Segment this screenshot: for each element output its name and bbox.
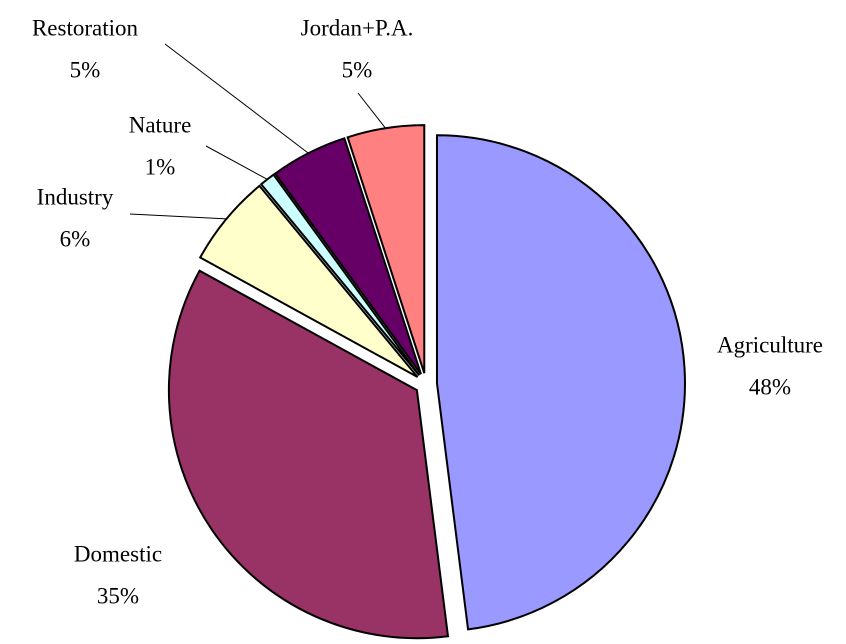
slice-value-label: 35% xyxy=(97,583,139,608)
slice-label: Restoration xyxy=(32,15,139,40)
slice-label: Agriculture xyxy=(717,332,823,357)
slice-value-label: 5% xyxy=(342,57,373,82)
slice-label: Jordan+P.A. xyxy=(301,15,414,40)
leader-line xyxy=(357,92,386,129)
slice-value-label: 5% xyxy=(70,57,101,82)
leader-line xyxy=(129,213,227,220)
slice-value-label: 48% xyxy=(749,374,791,399)
pie-slice xyxy=(435,134,686,631)
slice-value-label: 1% xyxy=(145,154,176,179)
slice-value-label: 6% xyxy=(60,226,91,251)
pie-slice xyxy=(167,269,450,640)
slice-label: Nature xyxy=(129,112,192,137)
leader-line xyxy=(164,43,309,154)
leader-line xyxy=(205,145,268,180)
slice-label: Industry xyxy=(37,184,114,209)
slice-label: Domestic xyxy=(74,541,162,566)
